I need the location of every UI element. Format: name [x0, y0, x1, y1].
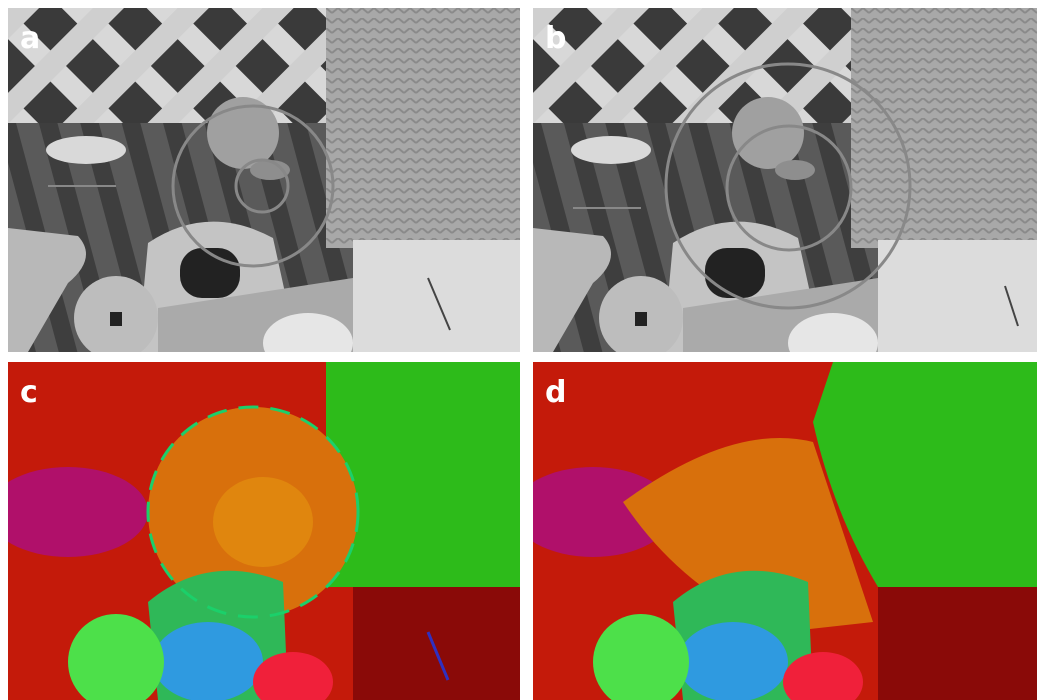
panel-label: b: [545, 21, 566, 56]
panel-label: c: [20, 375, 38, 410]
panel-c: c: [0, 362, 520, 700]
panel-a: a: [8, 8, 526, 373]
panel-label: a: [20, 21, 40, 56]
panel-d: d: [513, 362, 1037, 700]
panel-b: b: [533, 8, 1037, 373]
panel-label: d: [545, 375, 566, 410]
figure: a b c d: [0, 0, 1037, 700]
